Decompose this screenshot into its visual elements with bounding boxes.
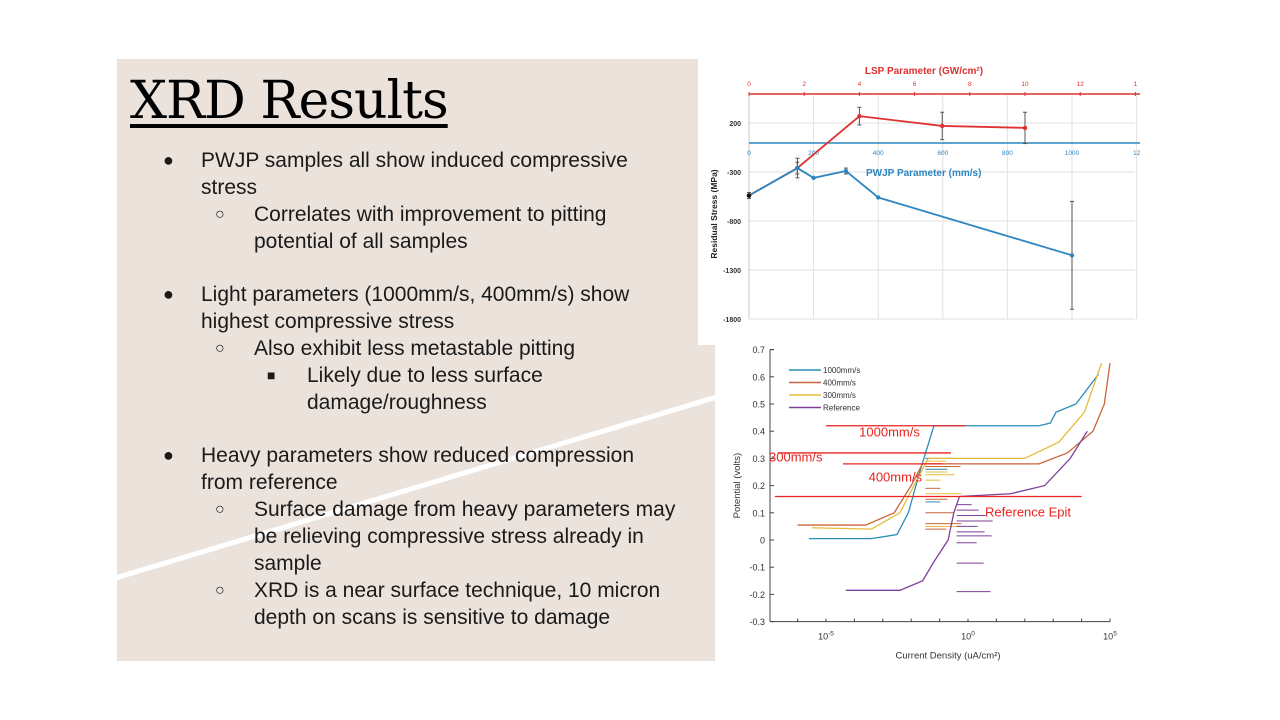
epit-label: 1000mm/s [859, 424, 920, 439]
pwjp-tick-label: 800 [1002, 150, 1013, 157]
slide-title: XRD Results [130, 71, 449, 131]
pwjp-tick-label: 600 [937, 150, 948, 157]
y-tick-label: -800 [727, 219, 741, 226]
bullet-text: Surface damage from heavy parameters may… [254, 498, 676, 575]
y-tick-label: 200 [729, 121, 741, 128]
y-tick-label: 0.5 [752, 400, 765, 410]
data-point-lsp [940, 123, 945, 129]
y-axis-title: Potential (volts) [732, 453, 743, 518]
y-tick-label: -300 [727, 170, 741, 177]
y-tick-label: -0.2 [749, 590, 765, 600]
bullet-disc-icon: ● [163, 284, 174, 304]
y-tick-label: 0.3 [752, 454, 765, 464]
bullet-level-2: ○ Surface damage from heavy parameters ma… [117, 496, 694, 577]
bullet-list: ● PWJP samples all show induced compressi… [117, 147, 715, 631]
bullet-text: Likely due to less surface damage/roughn… [307, 364, 543, 414]
stripe-line [117, 394, 715, 581]
bullet-level-2: ○ XRD is a near surface technique, 10 mic… [117, 577, 684, 631]
bullet-disc-icon: ● [163, 150, 174, 170]
lsp-tick-label: 4 [858, 81, 862, 88]
series-curve-400mm/s [797, 363, 1111, 526]
series-curve-300mm/s [811, 362, 1103, 530]
legend-label: 400mm/s [823, 379, 856, 388]
y-tick-label: -0.1 [749, 563, 765, 573]
data-point-pwjp [876, 195, 881, 200]
series-curve-reference [845, 430, 1088, 591]
bullet-text: Light parameters (1000mm/s, 400mm/s) sho… [201, 283, 630, 333]
legend-label: 300mm/s [823, 391, 856, 400]
bullet-text: PWJP samples all show induced compressiv… [201, 149, 628, 199]
bullet-level-1: ● Heavy parameters show reduced compressi… [117, 442, 661, 496]
y-tick-label: -1300 [723, 268, 741, 275]
y-axis-title: Residual Stress (MPa) [709, 169, 719, 258]
bullet-level-2: ○ Correlates with improvement to pitting … [117, 201, 654, 255]
bullet-gap [117, 255, 715, 281]
lsp-tick-label: 0 [747, 81, 751, 88]
series-line-pwjp [748, 167, 1073, 257]
pwjp-tick-label: 400 [873, 150, 884, 157]
data-point-pwjp [746, 193, 752, 198]
y-tick-label: 0.2 [752, 481, 765, 491]
epit-label: 300mm/s [769, 450, 823, 465]
lsp-tick-label: 8 [968, 81, 972, 88]
pwjp-axis-title: PWJP Parameter (mm/s) [866, 168, 981, 179]
bullet-text: Also exhibit less metastable pitting [254, 337, 575, 360]
bullet-square-icon: ■ [267, 367, 276, 383]
polarization-chart: 0.7 0.6 0.5 0.4 0.3 0.2 0.1 0 -0.1 -0.2 -0.3 10-5 10… [717, 338, 1127, 668]
lsp-tick-label: 6 [913, 81, 917, 88]
bullet-text: Heavy parameters show reduced compressio… [201, 444, 635, 494]
text-panel: XRD Results ● PWJP samples all show induc… [117, 59, 715, 661]
data-point-pwjp [811, 175, 816, 181]
y-tick-label: 0.6 [752, 372, 765, 382]
y-tick-label: 0 [760, 536, 765, 546]
bullet-level-3: ■ Likely due to less surface damage/rough… [117, 362, 567, 416]
bullet-level-1: ● PWJP samples all show induced compressi… [117, 147, 651, 201]
lsp-axis-title: LSP Parameter (GW/cm²) [865, 66, 983, 77]
y-tick-label: -1800 [723, 317, 741, 324]
y-tick-label: 0.1 [752, 508, 765, 518]
x-tick-label: 100 [961, 631, 975, 642]
legend-label: 1000mm/s [823, 366, 860, 375]
lsp-tick-label: 2 [802, 81, 806, 88]
series-line-lsp [748, 115, 1026, 197]
bullet-text: Correlates with improvement to pitting p… [254, 203, 607, 253]
epit-label: Reference Epit [985, 505, 1071, 520]
x-tick-label: 10-5 [818, 631, 834, 642]
bullet-disc-icon: ● [163, 445, 174, 465]
bullet-level-2: ○ Also exhibit less metastable pitting [117, 335, 654, 362]
data-point-pwjp [843, 168, 849, 174]
bullet-circle-icon: ○ [215, 501, 225, 518]
bullet-text: XRD is a near surface technique, 10 micr… [254, 579, 661, 629]
bullet-level-1: ● Light parameters (1000mm/s, 400mm/s) sh… [117, 281, 671, 335]
data-point-pwjp [1069, 253, 1075, 258]
bullet-circle-icon: ○ [215, 206, 225, 223]
legend-label: Reference [823, 404, 860, 413]
lsp-tick-label: 10 [1021, 81, 1029, 88]
data-point-lsp [1022, 125, 1028, 131]
bullet-circle-icon: ○ [215, 582, 225, 599]
pwjp-tick-label: 0 [747, 150, 751, 157]
x-axis-title: Current Density (uA/cm²) [895, 651, 1000, 662]
y-tick-label: 0.4 [752, 427, 765, 437]
lsp-tick-label: 1 [1134, 81, 1138, 88]
pwjp-tick-label: 12 [1133, 150, 1140, 157]
data-point-pwjp [795, 165, 800, 171]
y-tick-label: -0.3 [749, 617, 765, 627]
y-tick-label: 0.7 [752, 345, 765, 355]
diagonal-stripe [117, 394, 715, 581]
data-point-lsp [857, 113, 862, 119]
lsp-tick-label: 12 [1077, 81, 1085, 88]
bullet-circle-icon: ○ [215, 340, 225, 357]
bullet-gap [117, 416, 715, 442]
pwjp-tick-label: 1000 [1065, 150, 1080, 157]
epit-label: 400mm/s [869, 469, 923, 484]
x-tick-label: 105 [1103, 631, 1117, 642]
